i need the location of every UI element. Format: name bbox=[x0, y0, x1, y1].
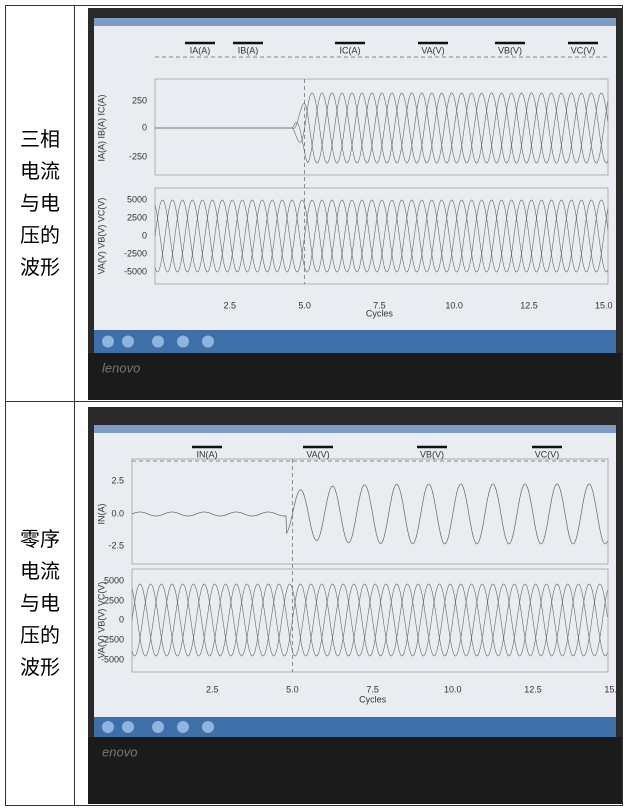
x-tick-label: 2.5 bbox=[206, 684, 219, 694]
title-bar bbox=[94, 425, 616, 433]
x-tick-label: 5.0 bbox=[298, 300, 311, 310]
brand: enovo bbox=[102, 744, 137, 759]
label-line: 压的 bbox=[20, 624, 60, 647]
y-tick-label: -250 bbox=[129, 151, 147, 161]
legend-label: IA(A) bbox=[190, 45, 211, 55]
legend-label: VC(V) bbox=[571, 45, 596, 55]
legend-label: IC(A) bbox=[340, 45, 361, 55]
legend-label: IN(A) bbox=[197, 449, 218, 459]
label-line: 电流 bbox=[20, 560, 60, 583]
y-axis-label: IA(A) IB(A) IC(A) bbox=[96, 94, 106, 161]
y-axis-label: VA(V) VB(V) VC(V) bbox=[96, 582, 106, 659]
row-label: 三相电流与电压的波形 bbox=[6, 5, 74, 402]
y-axis-label: VA(V) VB(V) VC(V) bbox=[96, 198, 106, 275]
screen bbox=[94, 425, 616, 717]
keyboard-area bbox=[88, 353, 622, 400]
legend-label: VB(V) bbox=[420, 449, 444, 459]
y-tick-label: 5000 bbox=[127, 194, 147, 204]
taskbar-icon bbox=[177, 335, 189, 348]
legend-label: VA(V) bbox=[306, 449, 329, 459]
y-tick-label: 2500 bbox=[127, 212, 147, 222]
x-tick-label: 12.5 bbox=[520, 300, 538, 310]
voltage-wave bbox=[154, 199, 609, 273]
plot-frame bbox=[131, 458, 609, 565]
x-tick-label: 7.5 bbox=[373, 300, 386, 310]
taskbar-icon bbox=[122, 721, 134, 733]
row-label: 零序电流与电压的波形 bbox=[6, 401, 74, 806]
voltage-wave bbox=[131, 583, 608, 657]
label-line: 波形 bbox=[20, 656, 60, 679]
x-tick-label: 12.5 bbox=[524, 684, 542, 694]
legend-label: VB(V) bbox=[498, 45, 522, 55]
taskbar-icon bbox=[102, 335, 114, 348]
screen bbox=[94, 18, 616, 330]
label-line: 压的 bbox=[20, 224, 60, 247]
taskbar-icon bbox=[152, 721, 164, 733]
y-tick-label: -2500 bbox=[101, 634, 124, 644]
y-tick-label: 0 bbox=[119, 614, 124, 624]
cell bbox=[74, 401, 623, 806]
y-tick-label: 5000 bbox=[104, 575, 124, 585]
legend-label: IB(A) bbox=[238, 45, 259, 55]
label-line: 与电 bbox=[20, 192, 60, 215]
taskbar bbox=[94, 330, 616, 353]
taskbar-icon bbox=[152, 335, 164, 348]
x-tick-label: 7.5 bbox=[366, 684, 379, 694]
x-tick-label: 10.0 bbox=[445, 300, 463, 310]
y-tick-label: -5000 bbox=[124, 266, 147, 276]
x-tick-label: 10.0 bbox=[444, 684, 462, 694]
y-tick-label: -2.5 bbox=[108, 540, 124, 550]
x-tick-label: 15.0 bbox=[604, 684, 622, 694]
legend-label: VA(V) bbox=[421, 45, 444, 55]
voltage-wave bbox=[131, 583, 608, 657]
keyboard-area bbox=[88, 737, 622, 804]
legend-label: VC(V) bbox=[535, 449, 560, 459]
taskbar bbox=[94, 717, 616, 737]
taskbar-icon bbox=[102, 721, 114, 733]
plot-frame bbox=[154, 78, 609, 176]
taskbar-icon bbox=[122, 335, 134, 348]
brand: lenovo bbox=[102, 360, 140, 375]
label-line: 与电 bbox=[20, 592, 60, 615]
label-line: 波形 bbox=[20, 256, 60, 279]
label-line: 电流 bbox=[20, 160, 60, 183]
label-line: 零序 bbox=[20, 528, 60, 551]
voltage-wave bbox=[154, 199, 609, 273]
y-tick-label: 0.0 bbox=[111, 508, 124, 518]
y-axis-label: IN(A) bbox=[96, 504, 106, 525]
voltage-wave bbox=[154, 199, 609, 273]
y-tick-label: -5000 bbox=[101, 654, 124, 664]
plot-frame bbox=[131, 568, 609, 673]
x-tick-label: 2.5 bbox=[224, 300, 237, 310]
taskbar-icon bbox=[202, 721, 214, 733]
y-tick-label: 2500 bbox=[104, 595, 124, 605]
taskbar-icon bbox=[202, 335, 214, 348]
x-axis-label: Cycles bbox=[366, 308, 394, 318]
label-line: 三相 bbox=[20, 128, 60, 151]
current-wave bbox=[131, 483, 608, 545]
screen-photo: enovo IN(A) VA(V) VB(V) VC(V) 2.5 0.0 -2.5 5000 2… bbox=[88, 407, 622, 804]
title-bar bbox=[94, 18, 616, 26]
x-tick-label: 15.0 bbox=[595, 300, 613, 310]
taskbar-icon bbox=[177, 721, 189, 733]
y-tick-label: -2500 bbox=[124, 248, 147, 258]
current-wave bbox=[155, 92, 609, 164]
y-tick-label: 2.5 bbox=[111, 475, 124, 485]
y-tick-label: 250 bbox=[132, 95, 147, 105]
y-tick-label: 0 bbox=[142, 230, 147, 240]
x-axis-label: Cycles bbox=[359, 694, 387, 704]
y-tick-label: 0 bbox=[142, 122, 147, 132]
voltage-wave bbox=[131, 583, 608, 657]
x-tick-label: 5.0 bbox=[286, 684, 299, 694]
